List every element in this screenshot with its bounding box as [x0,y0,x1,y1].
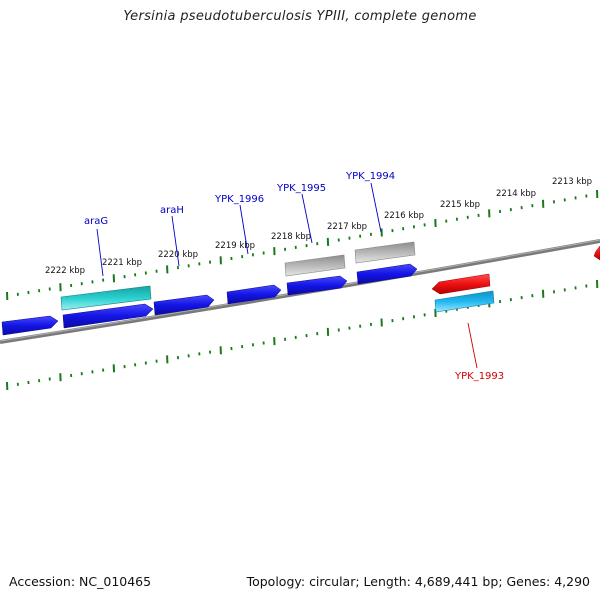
gene-ypk1996-arrow[interactable] [226,284,282,305]
length-value: 4,689,441 bp [414,574,499,589]
gene-row-forward [1,263,418,336]
gene-arag-arrow[interactable] [62,303,154,329]
genes-label: Genes: [506,574,551,589]
scale-label: 2217 kbp [327,222,367,232]
leader-ypk1994 [370,182,382,233]
gene-label-arah[interactable]: araH [160,205,184,216]
genome-stats: Topology: circular; Length: 4,689,441 bp… [246,574,590,589]
accession-value: NC_010465 [79,574,152,589]
leader-arah [171,215,180,267]
leader-ypk1993 [467,322,478,369]
accession-info: Accession: NC_010465 [9,574,151,589]
scale-label: 2214 kbp [496,189,536,199]
gene-ypk1993-arrow[interactable] [431,273,491,295]
leader-ypk1995 [301,193,313,244]
accession-label: Accession: [9,574,76,589]
topology-label: Topology: [246,574,306,589]
scale-label: 2222 kbp [45,266,85,276]
topology-value: circular [309,574,356,589]
gene-arag-feature[interactable] [60,285,152,311]
feature-row-forward [60,241,416,311]
scale-label: 2215 kbp [440,200,480,210]
scale-label: 2221 kbp [102,258,142,268]
outer-tick-row [6,189,599,301]
gene-label-ypk1994[interactable]: YPK_1994 [345,171,395,182]
map-title: Yersinia pseudotuberculosis YPIII, compl… [123,9,477,24]
scale-label: 2213 kbp [552,177,592,187]
gene-labels: araG araH YPK_1996 YPK_1995 YPK_1994 YPK… [84,171,504,382]
scale-label: 2220 kbp [158,250,198,260]
leader-arag [96,228,104,277]
leader-ypk1996 [239,204,249,255]
gene-reverse-edge-arrow[interactable] [593,245,600,261]
scale-label: 2218 kbp [271,232,311,242]
label-leaders [96,182,478,369]
genes-value: 4,290 [554,574,590,589]
gene-ypk1995-arrow[interactable] [286,275,348,296]
gene-row-reverse [431,245,600,313]
gene-ypk1993-feature[interactable] [434,290,495,313]
scale-labels: 2213 kbp 2214 kbp 2215 kbp 2216 kbp 2217… [45,177,592,276]
scale-label: 2216 kbp [384,211,424,221]
gene-label-arag[interactable]: araG [84,216,108,227]
length-label: Length: [363,574,411,589]
gene-ypk1994-feature[interactable] [354,241,416,264]
gene-ypk1994-arrow[interactable] [356,263,418,285]
gene-label-ypk1995[interactable]: YPK_1995 [276,183,326,194]
scale-label: 2219 kbp [215,241,255,251]
gene-arrow[interactable] [1,315,59,336]
gene-ypk1995-feature[interactable] [284,254,346,277]
gene-label-ypk1996[interactable]: YPK_1996 [214,194,264,205]
gene-label-ypk1993[interactable]: YPK_1993 [454,371,504,382]
gene-arah-arrow[interactable] [153,294,215,316]
